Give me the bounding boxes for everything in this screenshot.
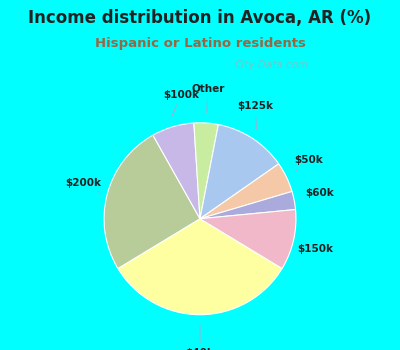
Wedge shape bbox=[200, 164, 292, 219]
Text: City-Data.com: City-Data.com bbox=[235, 60, 309, 70]
Text: Hispanic or Latino residents: Hispanic or Latino residents bbox=[94, 37, 306, 50]
Text: $50k: $50k bbox=[294, 155, 323, 172]
Wedge shape bbox=[200, 125, 279, 219]
Text: $40k: $40k bbox=[186, 325, 214, 350]
Wedge shape bbox=[200, 210, 296, 268]
Wedge shape bbox=[200, 191, 296, 219]
Text: $125k: $125k bbox=[237, 101, 273, 129]
Text: $200k: $200k bbox=[65, 178, 101, 192]
Text: Income distribution in Avoca, AR (%): Income distribution in Avoca, AR (%) bbox=[28, 9, 372, 27]
Wedge shape bbox=[194, 123, 218, 219]
Text: Other: Other bbox=[191, 84, 225, 113]
Text: $100k: $100k bbox=[163, 90, 199, 117]
Text: $150k: $150k bbox=[297, 243, 333, 254]
Text: $60k: $60k bbox=[302, 188, 334, 199]
Wedge shape bbox=[104, 135, 200, 268]
Wedge shape bbox=[118, 219, 282, 315]
Wedge shape bbox=[153, 123, 200, 219]
